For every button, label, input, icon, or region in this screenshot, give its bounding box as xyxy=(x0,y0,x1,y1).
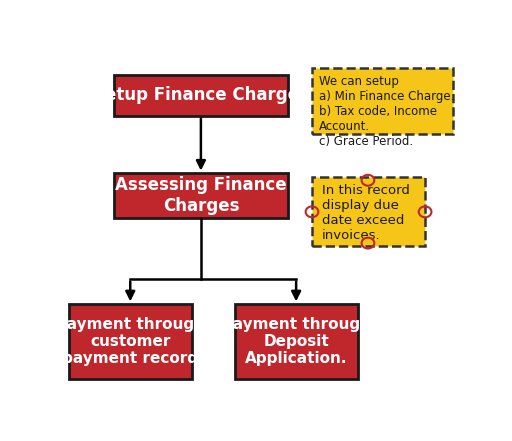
FancyBboxPatch shape xyxy=(114,173,288,217)
Text: Setup Finance Charges: Setup Finance Charges xyxy=(93,86,309,105)
FancyBboxPatch shape xyxy=(69,304,192,379)
Text: Assessing Finance
Charges: Assessing Finance Charges xyxy=(115,176,287,215)
Text: Payment through
customer
payment record: Payment through customer payment record xyxy=(56,317,205,366)
FancyBboxPatch shape xyxy=(234,304,357,379)
FancyBboxPatch shape xyxy=(312,68,453,135)
Text: Payment through
Deposit
Application.: Payment through Deposit Application. xyxy=(222,317,371,366)
FancyBboxPatch shape xyxy=(114,75,288,116)
Text: We can setup
a) Min Finance Charge.
b) Tax code, Income
Account.
c) Grace Period: We can setup a) Min Finance Charge. b) T… xyxy=(319,75,455,148)
FancyBboxPatch shape xyxy=(312,177,425,247)
Text: In this record
display due
date exceed
invoices.: In this record display due date exceed i… xyxy=(322,184,410,243)
